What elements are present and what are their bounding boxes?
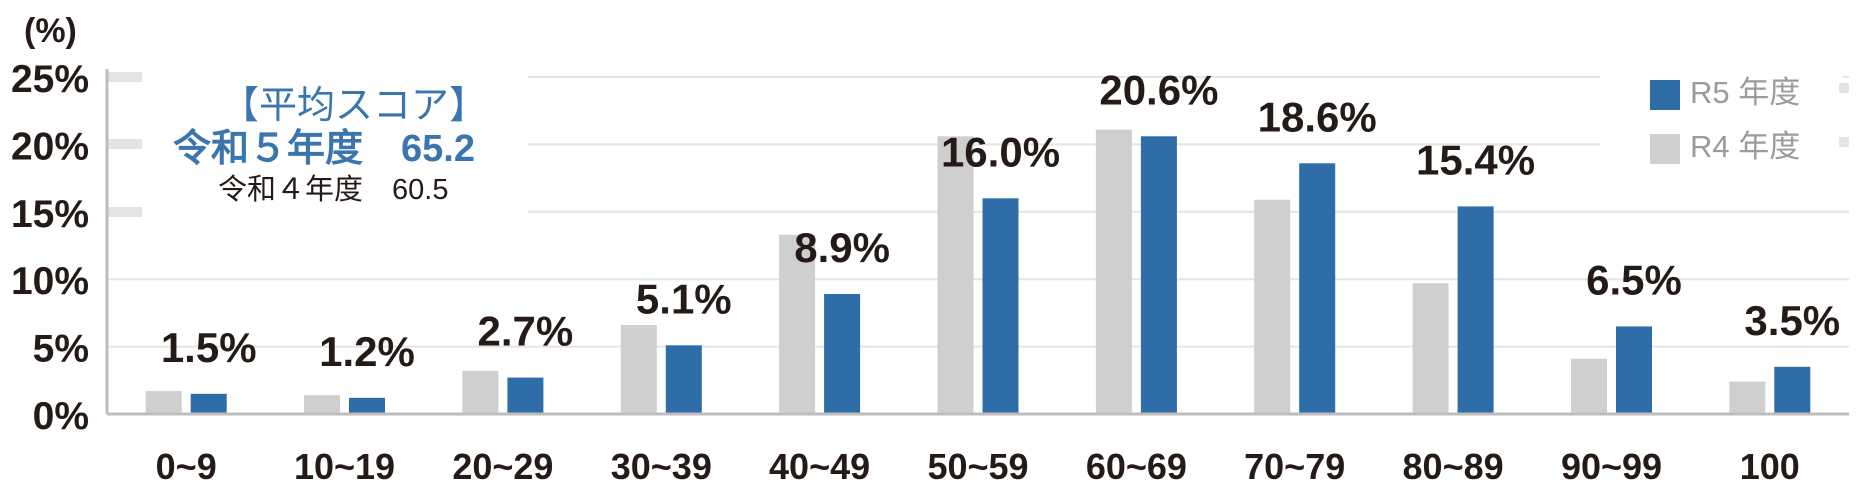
svg-text:3.5%: 3.5% [1744, 297, 1840, 344]
svg-text:50~59: 50~59 [927, 446, 1028, 487]
svg-text:15.4%: 15.4% [1416, 136, 1535, 183]
svg-text:1.5%: 1.5% [161, 324, 257, 371]
svg-text:60~69: 60~69 [1086, 446, 1187, 487]
svg-text:2.7%: 2.7% [478, 308, 574, 355]
svg-text:10%: 10% [11, 260, 89, 303]
svg-text:0%: 0% [33, 395, 89, 438]
svg-text:0~9: 0~9 [156, 446, 217, 487]
svg-text:10~19: 10~19 [294, 446, 395, 487]
svg-text:15%: 15% [11, 193, 89, 236]
svg-text:8.9%: 8.9% [794, 224, 890, 271]
svg-text:100: 100 [1740, 446, 1800, 487]
svg-text:(%): (%) [24, 12, 77, 50]
svg-text:6.5%: 6.5% [1586, 256, 1682, 303]
svg-text:25%: 25% [11, 58, 89, 101]
svg-text:80~89: 80~89 [1403, 446, 1504, 487]
svg-text:90~99: 90~99 [1561, 446, 1662, 487]
svg-text:30~39: 30~39 [611, 446, 712, 487]
svg-text:16.0%: 16.0% [941, 128, 1060, 175]
svg-text:5%: 5% [33, 328, 89, 371]
svg-text:70~79: 70~79 [1244, 446, 1345, 487]
svg-text:5.1%: 5.1% [636, 275, 732, 322]
svg-text:18.6%: 18.6% [1258, 93, 1377, 140]
svg-text:40~49: 40~49 [769, 446, 870, 487]
svg-text:20%: 20% [11, 125, 89, 168]
svg-text:20~29: 20~29 [452, 446, 553, 487]
svg-text:1.2%: 1.2% [319, 328, 415, 375]
svg-text:20.6%: 20.6% [1099, 66, 1218, 113]
